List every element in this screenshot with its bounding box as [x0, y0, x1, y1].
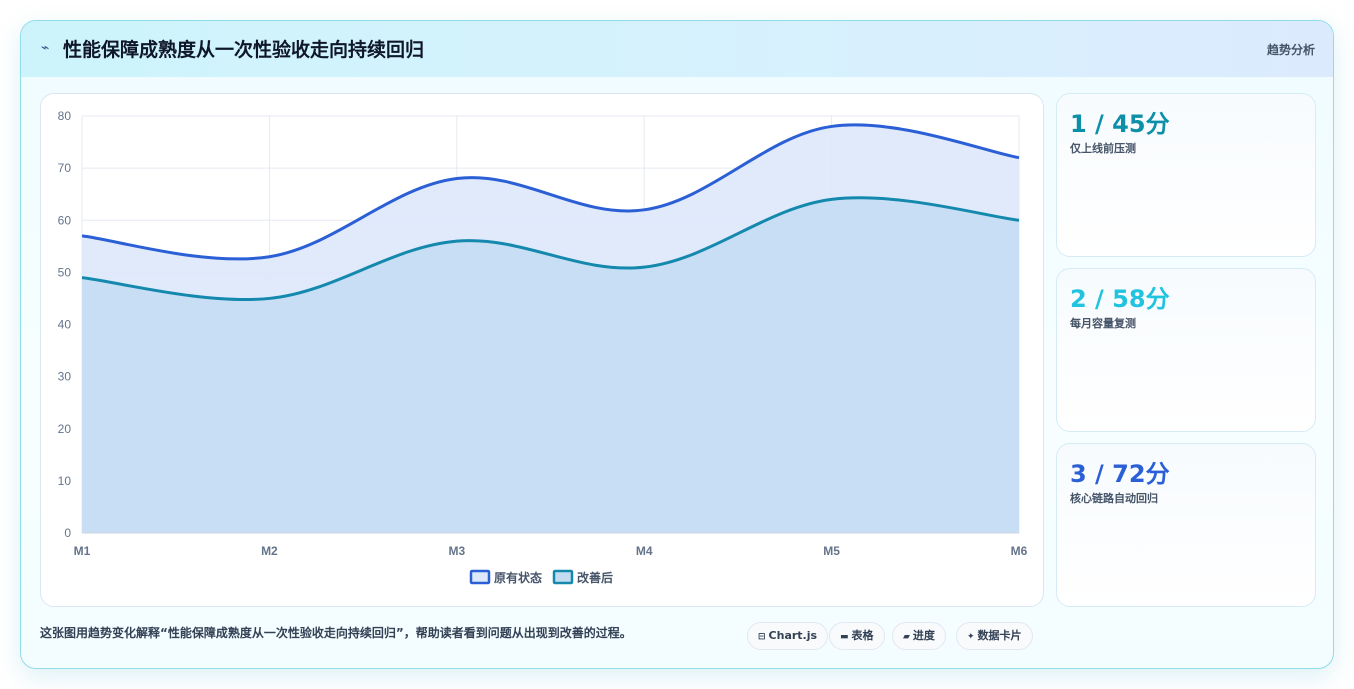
stat-label: 仅上线前压测 [1070, 142, 1136, 155]
card-header: ⌁ 性能保障成熟度从一次性验收走向持续回归 趋势分析 [21, 21, 1333, 77]
x-tick-label: M5 [823, 544, 840, 558]
progress-icon: ▰ [903, 632, 910, 642]
page-title: 性能保障成熟度从一次性验收走向持续回归 [63, 39, 425, 61]
table-icon: ▬ [840, 632, 849, 642]
x-tick-label: M3 [448, 544, 465, 558]
chip-chartjs[interactable]: ⊟ Chart.js [747, 622, 829, 650]
stat-card-1: 1 / 45分 仅上线前压测 [1056, 93, 1316, 257]
y-tick-label: 80 [58, 109, 72, 123]
stat-card-2: 2 / 58分 每月容量复测 [1056, 268, 1316, 432]
series-area-2 [82, 197, 1019, 533]
chip-label: 进度 [912, 629, 935, 642]
area-chart: 0 10 20 30 40 50 60 70 80 M1 M2 M3 M4 M5 M6 原有状态 改善后 [58, 109, 1028, 585]
y-tick-label: 70 [58, 161, 72, 175]
chart-caption: 这张图用趋势变化解释“性能保障成熟度从一次性验收走向持续回归”，帮助读者看到问题… [40, 626, 632, 640]
series-line-1 [81, 123, 1020, 261]
stat-value: 1 / 45分 [1070, 110, 1170, 138]
x-tick-label: M4 [636, 544, 653, 558]
y-tick-label: 0 [64, 526, 71, 540]
y-tick-label: 20 [58, 422, 72, 436]
stat-label: 每月容量复测 [1070, 317, 1136, 330]
chip-label: 数据卡片 [977, 629, 1022, 642]
legend-label-1: 原有状态 [494, 570, 542, 585]
y-tick-label: 50 [58, 265, 72, 279]
stat-value: 3 / 72分 [1070, 460, 1170, 488]
legend-swatch-2 [552, 569, 574, 585]
legend-swatch-1 [469, 569, 491, 585]
main-card: ⌁ 性能保障成熟度从一次性验收走向持续回归 趋势分析 0 10 20 30 40 50 60… [20, 20, 1334, 669]
chip-table[interactable]: ▬ 表格 [829, 622, 885, 650]
legend-label-2: 改善后 [577, 570, 613, 585]
series-line-2 [81, 196, 1020, 301]
chip-progress[interactable]: ▰ 进度 [892, 622, 946, 650]
chart-panel: 0 10 20 30 40 50 60 70 80 M1 M2 M3 M4 M5 M6 原有状态 改善后 [40, 93, 1044, 607]
x-tick-label: M6 [1011, 544, 1028, 558]
header-tag: 趋势分析 [1266, 43, 1315, 57]
chart-icon: ⊟ [758, 632, 766, 642]
stat-value: 2 / 58分 [1070, 285, 1170, 313]
chip-data-card[interactable]: ✦ 数据卡片 [956, 622, 1033, 650]
stat-label: 核心链路自动回归 [1070, 492, 1158, 505]
x-tick-label: M1 [74, 544, 91, 558]
wave-icon: ⌁ [41, 40, 50, 56]
stat-card-3: 3 / 72分 核心链路自动回归 [1056, 443, 1316, 607]
y-tick-label: 40 [58, 318, 72, 332]
y-tick-label: 30 [58, 370, 72, 384]
chip-label: Chart.js [768, 629, 818, 642]
y-tick-label: 10 [58, 474, 72, 488]
chip-label: 表格 [851, 629, 874, 642]
x-tick-label: M2 [261, 544, 278, 558]
y-tick-label: 60 [58, 213, 72, 227]
card-icon: ✦ [967, 632, 975, 642]
